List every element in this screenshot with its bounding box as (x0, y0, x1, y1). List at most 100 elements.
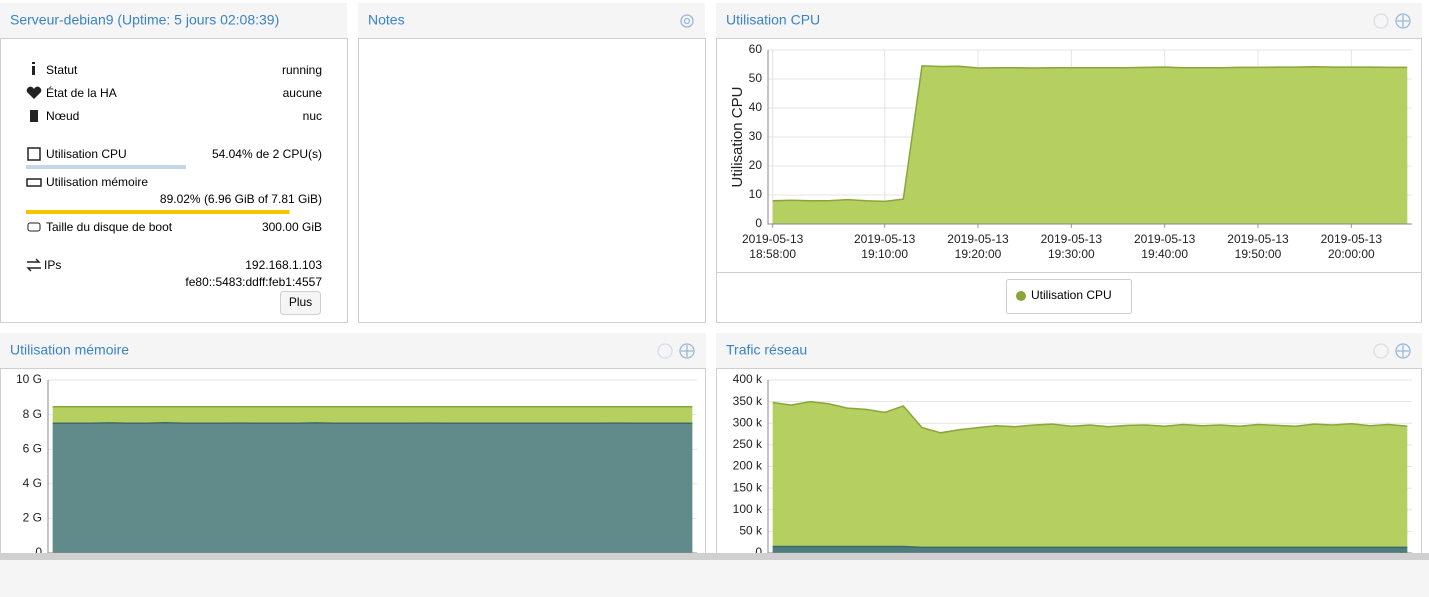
x-tick-label: 19:40:00 (1141, 247, 1188, 261)
value: 300.00 GiB (262, 220, 322, 234)
line (772, 65, 1408, 203)
axis (767, 50, 1412, 225)
disk-icon (27, 222, 41, 232)
tool-glyph (681, 345, 693, 357)
label: Utilisation CPU (46, 147, 127, 161)
info-icon (32, 62, 35, 64)
panel-title: Utilisation mémoire (10, 342, 129, 358)
plot: 0 2 G 4 G 6 G 8 G 10 G (16, 372, 697, 559)
heartbeat-icon (26, 86, 42, 99)
panel-header (716, 3, 1422, 39)
button-label: Plus (289, 295, 312, 309)
panel-header (716, 333, 1422, 369)
y-tick-label: 200 k (733, 459, 763, 473)
y-tick-label: 150 k (733, 480, 763, 494)
y-tick-label: 60 (749, 42, 763, 56)
y-tick-label: 20 (749, 158, 763, 172)
collapse-tool[interactable] (1373, 343, 1389, 359)
y-tick-label: 10 G (16, 372, 42, 386)
y-tick-label: 250 k (733, 437, 763, 451)
panel-title: Utilisation CPU (726, 12, 820, 28)
y-tick-label: 40 (749, 100, 763, 114)
x-tick-label: 2019-05-13 (947, 232, 1009, 246)
memory-bar (26, 210, 290, 214)
label: Taille du disque de boot (46, 220, 173, 234)
y-tick-label: 50 (749, 71, 763, 85)
label: Nœud (46, 109, 79, 123)
x-tick-label: 2019-05-13 (1041, 232, 1103, 246)
x-tick-label: 19:30:00 (1048, 247, 1095, 261)
y-tick-label: 50 k (739, 524, 763, 538)
area (52, 422, 693, 553)
value: running (282, 63, 322, 77)
panel (0, 38, 348, 323)
bottom-panel (0, 553, 1429, 597)
y-tick-label: 0 (755, 216, 762, 230)
network-icon (26, 258, 41, 272)
legend-label: Utilisation CPU (1031, 288, 1112, 302)
more-button[interactable] (280, 291, 321, 315)
y-tick-label: 2 G (23, 511, 42, 525)
server-icon (30, 110, 38, 122)
value: 192.168.1.103 (245, 258, 322, 272)
timeframe-tool[interactable] (1395, 13, 1411, 29)
label: État de la HA (46, 85, 117, 100)
panel (358, 38, 706, 323)
label: Statut (46, 63, 78, 77)
label: IPs (44, 258, 61, 272)
y-tick-label: 100 k (733, 502, 763, 516)
value: aucune (283, 86, 323, 100)
plot: 0 50 k 100 k 150 k 200 k 250 k 300 k 350 k 400 k (733, 372, 1412, 559)
line (52, 421, 693, 425)
y-tick-label: 300 k (733, 415, 763, 429)
panel-header (0, 333, 706, 369)
x-tick-label: 19:10:00 (861, 247, 908, 261)
panel-header (0, 3, 347, 39)
value: 54.04% de 2 CPU(s) (212, 147, 322, 161)
y-tick-label: 400 k (733, 372, 763, 386)
value: nuc (303, 109, 322, 123)
line (772, 545, 1408, 549)
timeframe-tool[interactable] (679, 343, 695, 359)
y-tick-label: 6 G (23, 441, 42, 455)
y-tick-label: 4 G (23, 476, 42, 490)
collapse-tool[interactable] (1373, 13, 1389, 29)
tool-glyph (1397, 15, 1409, 27)
y-tick-label: 350 k (733, 394, 763, 408)
value: 89.02% (6.96 GiB of 7.81 GiB) (160, 192, 322, 206)
cpu-icon (27, 147, 41, 161)
value: fe80::5483:ddff:feb1:4557 (185, 275, 322, 289)
x-tick-label: 19:50:00 (1235, 247, 1282, 261)
legend-swatch (1016, 291, 1026, 301)
y-axis-label: Utilisation CPU (729, 87, 746, 188)
collapse-tool[interactable] (657, 343, 673, 359)
memory-icon (26, 178, 42, 187)
label: Utilisation mémoire (46, 175, 148, 189)
icons (26, 62, 42, 272)
line (772, 400, 1408, 434)
panel-title: Trafic réseau (726, 342, 807, 358)
x-tick-label: 2019-05-13 (1227, 232, 1289, 246)
y-tick-label: 10 (749, 187, 763, 201)
panel-title: Serveur-debian9 (Uptime: 5 jours 02:08:3… (10, 12, 279, 28)
panel-title: Notes (368, 12, 405, 28)
y-tick-label: 0 (35, 545, 42, 559)
legend[interactable] (1006, 279, 1132, 314)
x-tick-label: 2019-05-13 (742, 232, 804, 246)
gear-icon[interactable] (680, 14, 694, 28)
x-tick-label: 19:20:00 (955, 247, 1002, 261)
gear-icon-core (683, 17, 691, 25)
x-tick-label: 2019-05-13 (854, 232, 916, 246)
x-tick-label: 2019-05-13 (1134, 232, 1196, 246)
y-tick-label: 0 (755, 545, 762, 559)
panel-header (358, 3, 705, 39)
timeframe-tool[interactable] (1395, 343, 1411, 359)
x-tick-label: 2019-05-13 (1321, 232, 1383, 246)
area (772, 65, 1408, 225)
x-tick-label: 18:58:00 (749, 247, 796, 261)
y-tick-label: 30 (749, 129, 763, 143)
area (772, 401, 1408, 553)
info-icon (32, 66, 35, 75)
